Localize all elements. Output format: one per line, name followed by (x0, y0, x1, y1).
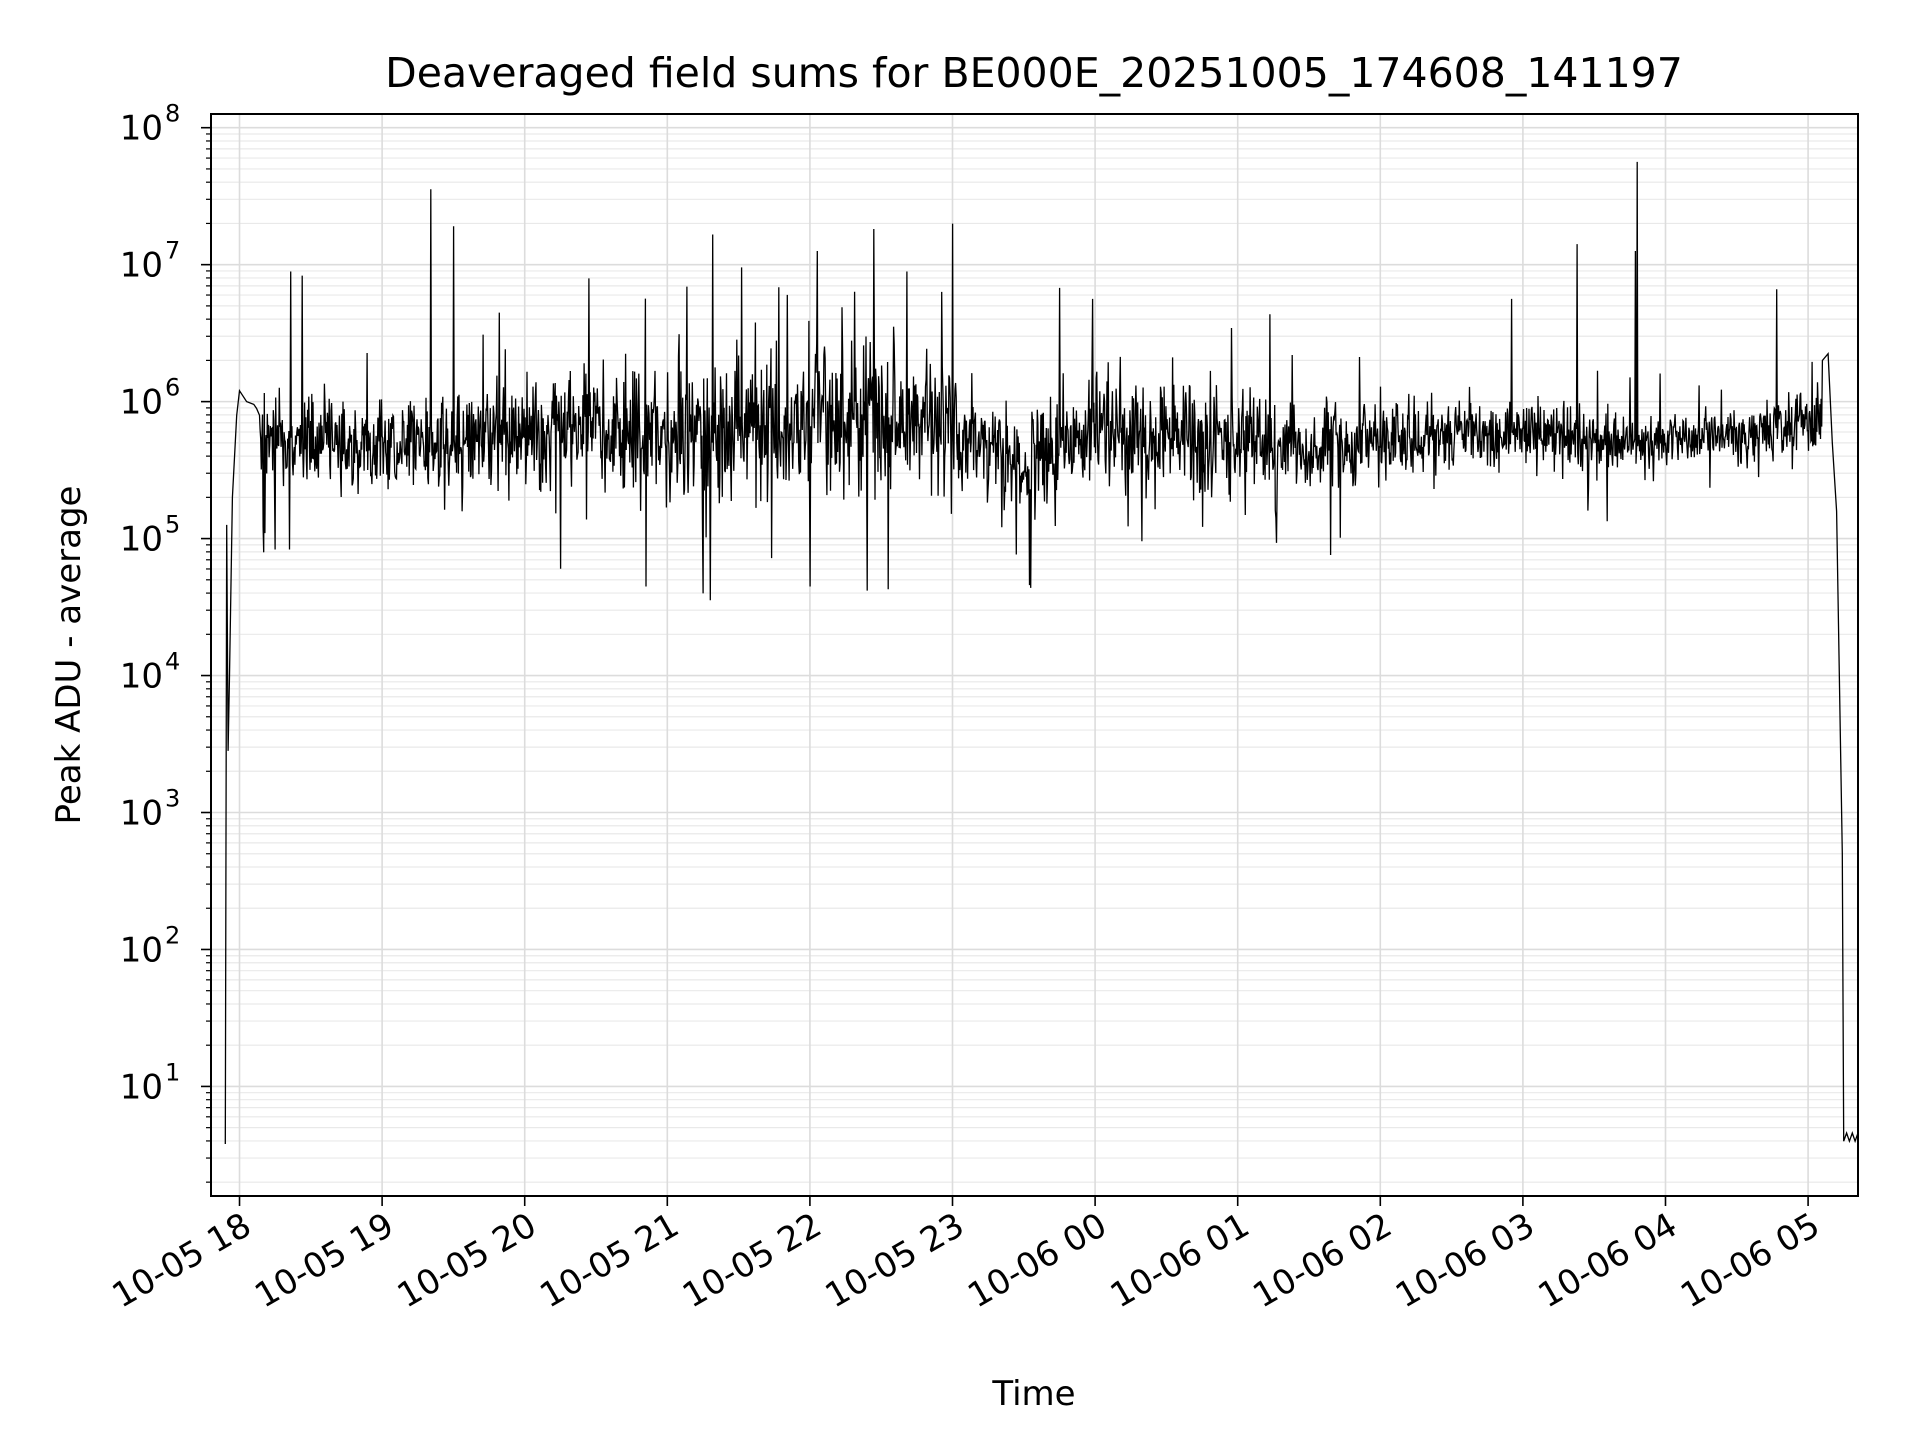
y-tick-label: 10 (120, 520, 163, 560)
chart-title: Deaveraged field sums for BE000E_2025100… (385, 49, 1683, 97)
y-tick-label: 10 (120, 657, 163, 697)
grid (211, 114, 1858, 1196)
x-axis-label: Time (991, 1374, 1075, 1414)
y-tick-exponent: 7 (165, 237, 180, 265)
series-layer (224, 161, 1859, 1145)
y-tick-label: 10 (120, 109, 163, 149)
y-tick-exponent: 5 (165, 511, 180, 539)
y-tick-label: 10 (120, 930, 163, 970)
y-tick-label: 10 (120, 383, 163, 423)
y-axis-label: Peak ADU - average (49, 486, 89, 825)
y-tick-exponent: 2 (165, 921, 180, 949)
y-tick-label: 10 (120, 246, 163, 286)
plot-frame (210, 113, 1859, 1197)
y-tick-exponent: 8 (165, 100, 180, 128)
y-tick-label: 10 (120, 794, 163, 834)
y-tick-exponent: 3 (165, 785, 180, 813)
y-tick-label: 10 (120, 1067, 163, 1107)
series-line (224, 161, 1859, 1145)
y-tick-exponent: 4 (165, 648, 180, 676)
y-tick-exponent: 6 (165, 374, 180, 402)
y-tick-exponent: 1 (165, 1058, 180, 1086)
